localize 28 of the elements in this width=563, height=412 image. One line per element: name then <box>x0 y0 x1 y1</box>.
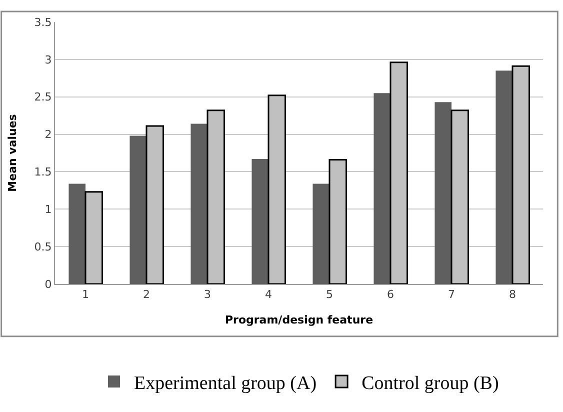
legend-label: Control group (B) <box>362 372 499 394</box>
x-tick-label: 8 <box>509 288 516 302</box>
y-tick-label: 3.5 <box>34 16 52 29</box>
bar <box>68 184 86 284</box>
x-tick-label: 3 <box>204 288 211 302</box>
x-tick-label: 1 <box>82 288 89 302</box>
bar <box>130 136 146 284</box>
bar <box>434 102 452 284</box>
bar <box>252 158 268 284</box>
bar <box>190 124 208 284</box>
bar <box>496 70 512 284</box>
y-tick-label: 3 <box>44 53 52 66</box>
x-tick-label: 7 <box>448 288 455 302</box>
legend-label: Experimental group (A) <box>134 372 317 394</box>
y-tick-label: 0.5 <box>34 240 52 254</box>
y-tick-label: 1 <box>44 202 52 216</box>
x-tick-label: 2 <box>143 288 150 302</box>
x-tick-label: 4 <box>265 288 272 302</box>
bar <box>374 93 390 284</box>
y-axis-title: Mean values <box>6 114 19 192</box>
x-tick-label: 5 <box>326 288 333 302</box>
bar <box>312 184 330 284</box>
y-tick-label: 2 <box>44 128 52 142</box>
x-axis-title: Program/design feature <box>224 313 374 326</box>
y-tick-label: 2.5 <box>34 90 52 104</box>
y-tick-label: 1.5 <box>34 166 52 179</box>
x-tick-label: 6 <box>387 288 394 302</box>
y-tick-label: 0 <box>44 278 52 291</box>
